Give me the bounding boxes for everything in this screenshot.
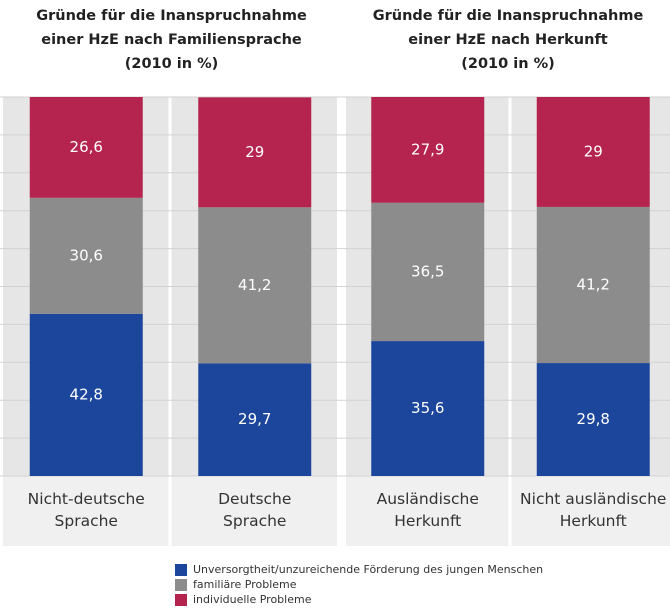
bar-segment [536, 363, 650, 476]
bar-segment [198, 207, 312, 364]
bar-segment [536, 97, 650, 207]
category-label-box: Nicht-deutsche Sprache [27, 490, 145, 530]
category-label: Deutsche Sprache [218, 490, 292, 530]
value-label: 41,2 [238, 276, 271, 294]
bar-segment [29, 197, 143, 314]
category-label: Nicht-deutsche Sprache [27, 490, 145, 530]
legend-label: Unversorgtheit/unzureichende Förderung d… [193, 563, 543, 576]
legend-swatch [175, 579, 187, 591]
value-label: 29 [245, 143, 264, 161]
value-label: 36,5 [411, 262, 444, 280]
category-label: Ausländische Herkunft [376, 490, 479, 530]
value-label: 29,8 [577, 410, 610, 428]
bar-segment [536, 206, 650, 364]
chart-title: Gründe für die Inanspruchnahme einer HzE… [372, 8, 644, 72]
category-label-box: Ausländische Herkunft [376, 490, 479, 530]
chart-title-box: Gründe für die Inanspruchnahme einer HzE… [36, 8, 307, 72]
category-label: Nicht ausländische Herkunft [520, 490, 667, 530]
bar-segment [371, 202, 485, 342]
value-label: 26,6 [70, 138, 103, 156]
value-label: 29 [584, 142, 603, 160]
bar-segment [371, 341, 485, 476]
category-background [511, 476, 670, 546]
legend-swatch [175, 594, 187, 606]
category-background [346, 476, 509, 546]
bar-segment [29, 97, 143, 198]
value-label: 41,2 [577, 275, 610, 293]
legend-label: familiäre Probleme [193, 578, 297, 591]
bar-segment [198, 97, 312, 208]
legend-label: individuelle Probleme [193, 593, 312, 606]
category-label-box: Nicht ausländische Herkunft [520, 490, 667, 530]
category-background [3, 476, 169, 546]
category-background [171, 476, 337, 546]
bar-segment [371, 97, 485, 203]
value-label: 35,6 [411, 399, 444, 417]
value-label: 29,7 [238, 410, 271, 428]
bar-segment [198, 363, 312, 476]
chart-title: Gründe für die Inanspruchnahme einer HzE… [36, 8, 307, 72]
value-label: 27,9 [411, 140, 444, 158]
legend-swatch [175, 564, 187, 576]
value-label: 30,6 [70, 246, 103, 264]
bar-segment [29, 313, 143, 476]
value-label: 42,8 [70, 385, 103, 403]
category-label-box: Deutsche Sprache [218, 490, 292, 530]
chart-title-box: Gründe für die Inanspruchnahme einer HzE… [372, 8, 644, 72]
